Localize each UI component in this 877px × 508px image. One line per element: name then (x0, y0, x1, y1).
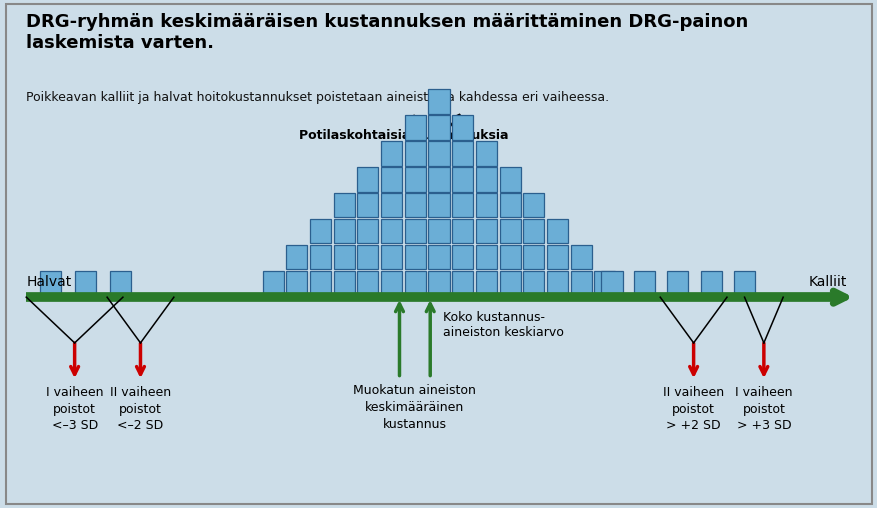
Bar (404, 141, 425, 166)
Text: Kalliit: Kalliit (808, 275, 846, 289)
Text: II vaiheen
poistot
<–2 SD: II vaiheen poistot <–2 SD (110, 386, 171, 432)
Text: Muokatun aineiston
keskimääräinen
kustannus: Muokatun aineiston keskimääräinen kustan… (353, 384, 475, 431)
Bar (381, 271, 402, 295)
Bar (381, 141, 402, 166)
Text: I vaiheen
poistot
> +3 SD: I vaiheen poistot > +3 SD (734, 386, 792, 432)
Bar (357, 219, 378, 243)
Text: Potilaskohtaisia kustannuksia: Potilaskohtaisia kustannuksia (299, 129, 508, 142)
Bar (428, 245, 449, 269)
Bar (333, 219, 354, 243)
Bar (475, 245, 496, 269)
Bar (475, 193, 496, 217)
Bar (475, 219, 496, 243)
Bar (39, 271, 61, 295)
Bar (357, 271, 378, 295)
Bar (357, 193, 378, 217)
Bar (310, 219, 331, 243)
Bar (499, 271, 520, 295)
Text: Koko kustannus-
aineiston keskiarvo: Koko kustannus- aineiston keskiarvo (443, 311, 564, 339)
Bar (523, 245, 544, 269)
Bar (357, 167, 378, 192)
Bar (404, 271, 425, 295)
Bar (499, 167, 520, 192)
Bar (333, 193, 354, 217)
Bar (428, 271, 449, 295)
Bar (475, 167, 496, 192)
Bar (333, 271, 354, 295)
Bar (523, 193, 544, 217)
Text: Poikkeavan kalliit ja halvat hoitokustannukset poistetaan aineistosta kahdessa e: Poikkeavan kalliit ja halvat hoitokustan… (26, 91, 609, 105)
Bar (700, 271, 721, 295)
Bar (594, 271, 615, 295)
Text: II vaiheen
poistot
> +2 SD: II vaiheen poistot > +2 SD (662, 386, 724, 432)
Bar (428, 115, 449, 140)
Bar (110, 271, 131, 295)
Bar (310, 245, 331, 269)
Bar (475, 271, 496, 295)
Bar (733, 271, 754, 295)
Bar (475, 141, 496, 166)
Bar (286, 245, 307, 269)
Bar (381, 167, 402, 192)
Bar (428, 167, 449, 192)
Text: Halvat: Halvat (26, 275, 72, 289)
Bar (523, 271, 544, 295)
Bar (381, 193, 402, 217)
Bar (452, 193, 473, 217)
Bar (286, 271, 307, 295)
Bar (404, 115, 425, 140)
Bar (523, 219, 544, 243)
Bar (452, 141, 473, 166)
Bar (404, 245, 425, 269)
Bar (452, 219, 473, 243)
Bar (404, 167, 425, 192)
Bar (546, 271, 567, 295)
Bar (499, 219, 520, 243)
Text: DRG-ryhmän keskimääräisen kustannuksen määrittäminen DRG-painon
laskemista varte: DRG-ryhmän keskimääräisen kustannuksen m… (26, 13, 748, 51)
Bar (570, 271, 591, 295)
Bar (499, 245, 520, 269)
Bar (333, 245, 354, 269)
Bar (428, 141, 449, 166)
Bar (601, 271, 622, 295)
Bar (452, 245, 473, 269)
Bar (633, 271, 654, 295)
Bar (428, 193, 449, 217)
Bar (452, 271, 473, 295)
Bar (428, 219, 449, 243)
Bar (381, 245, 402, 269)
Bar (452, 167, 473, 192)
Bar (357, 245, 378, 269)
Bar (452, 115, 473, 140)
Bar (428, 89, 449, 114)
Bar (75, 271, 96, 295)
Bar (546, 245, 567, 269)
Bar (499, 193, 520, 217)
Bar (381, 219, 402, 243)
Bar (262, 271, 283, 295)
Bar (570, 245, 591, 269)
Bar (667, 271, 688, 295)
Bar (404, 193, 425, 217)
Text: I vaiheen
poistot
<–3 SD: I vaiheen poistot <–3 SD (46, 386, 103, 432)
Bar (546, 219, 567, 243)
Bar (310, 271, 331, 295)
Bar (404, 219, 425, 243)
